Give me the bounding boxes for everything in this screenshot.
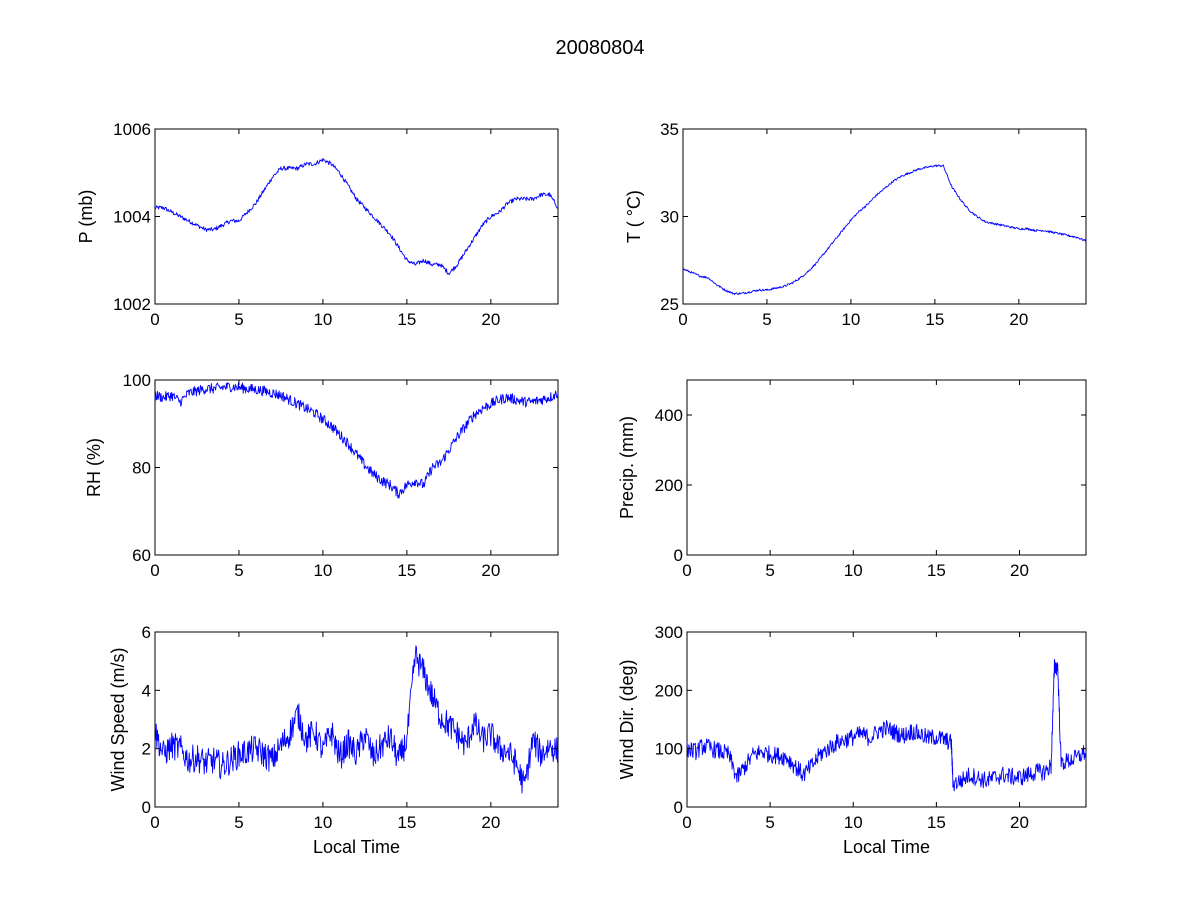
y-tick-label: 60 xyxy=(132,546,151,565)
x-axis-label: Local Time xyxy=(313,837,400,857)
series-line xyxy=(686,658,1087,792)
subplot-windspeed: 0 5 10 15 20 0 2 4 6 Wind Speed (m/s) Local Time xyxy=(108,623,559,857)
y-tick-label: 1002 xyxy=(113,295,151,314)
y-axis-label: P (mb) xyxy=(76,190,96,244)
y-tick-label: 100 xyxy=(655,740,683,759)
x-tick-label: 0 xyxy=(678,310,687,329)
y-tick-label: 400 xyxy=(655,406,683,425)
x-tick-label: 0 xyxy=(682,813,691,832)
x-tick-label: 10 xyxy=(841,310,860,329)
y-tick-label: 4 xyxy=(142,681,151,700)
y-axis-label: RH (%) xyxy=(84,438,104,497)
x-tick-label: 15 xyxy=(397,813,416,832)
x-tick-label: 0 xyxy=(150,310,159,329)
x-tick-label: 0 xyxy=(150,561,159,580)
y-tick-label: 300 xyxy=(655,623,683,642)
x-tick-label: 0 xyxy=(682,561,691,580)
y-tick-label: 1004 xyxy=(113,208,151,227)
y-tick-label: 0 xyxy=(674,798,683,817)
axes-frame xyxy=(686,631,1087,808)
y-tick-label: 35 xyxy=(660,120,679,139)
axes-frame xyxy=(154,631,559,808)
y-axis-label: T ( °C) xyxy=(624,190,644,243)
axes-frame xyxy=(154,128,559,305)
y-tick-label: 2 xyxy=(142,740,151,759)
y-tick-label: 200 xyxy=(655,476,683,495)
series-line xyxy=(154,382,559,499)
x-axis-label: Local Time xyxy=(843,837,930,857)
y-axis-label: Wind Speed (m/s) xyxy=(108,647,128,791)
series-line xyxy=(154,645,559,794)
x-tick-label: 10 xyxy=(313,561,332,580)
x-tick-label: 20 xyxy=(481,561,500,580)
series-line xyxy=(682,164,1087,295)
x-tick-label: 5 xyxy=(762,310,771,329)
subplot-pressure: 0 5 10 15 20 1002 1004 1006 P (mb) xyxy=(76,120,559,329)
y-tick-label: 0 xyxy=(674,546,683,565)
x-tick-label: 5 xyxy=(234,813,243,832)
y-tick-label: 25 xyxy=(660,295,679,314)
x-tick-label: 20 xyxy=(481,813,500,832)
x-tick-label: 5 xyxy=(234,561,243,580)
x-tick-label: 5 xyxy=(234,310,243,329)
y-axis-label: Precip. (mm) xyxy=(617,416,637,519)
x-tick-label: 10 xyxy=(313,813,332,832)
x-tick-label: 15 xyxy=(397,561,416,580)
figure-title: 20080804 xyxy=(556,37,645,59)
x-tick-label: 5 xyxy=(765,813,774,832)
series-line xyxy=(154,157,559,275)
x-tick-label: 0 xyxy=(150,813,159,832)
x-tick-label: 20 xyxy=(481,310,500,329)
y-tick-label: 30 xyxy=(660,208,679,227)
axes-frame xyxy=(686,379,1087,556)
x-tick-label: 5 xyxy=(765,561,774,580)
axes-frame xyxy=(154,379,559,556)
subplot-humidity: 0 5 10 15 20 60 80 100 RH (%) xyxy=(84,371,559,580)
y-tick-label: 0 xyxy=(142,798,151,817)
y-tick-label: 100 xyxy=(123,371,151,390)
axes-frame xyxy=(682,128,1087,305)
y-tick-label: 80 xyxy=(132,459,151,478)
y-axis-label: Wind Dir. (deg) xyxy=(617,659,637,779)
x-tick-label: 20 xyxy=(1010,813,1029,832)
x-tick-label: 20 xyxy=(1010,561,1029,580)
x-tick-label: 15 xyxy=(927,561,946,580)
y-tick-label: 1006 xyxy=(113,120,151,139)
y-tick-label: 200 xyxy=(655,681,683,700)
x-tick-label: 15 xyxy=(927,813,946,832)
x-tick-label: 15 xyxy=(925,310,944,329)
x-tick-label: 10 xyxy=(313,310,332,329)
y-tick-label: 6 xyxy=(142,623,151,642)
x-tick-label: 10 xyxy=(844,813,863,832)
x-tick-label: 15 xyxy=(397,310,416,329)
x-tick-label: 20 xyxy=(1009,310,1028,329)
x-tick-label: 10 xyxy=(844,561,863,580)
subplot-temperature: 0 5 10 15 20 25 30 35 T ( °C) xyxy=(624,120,1087,329)
